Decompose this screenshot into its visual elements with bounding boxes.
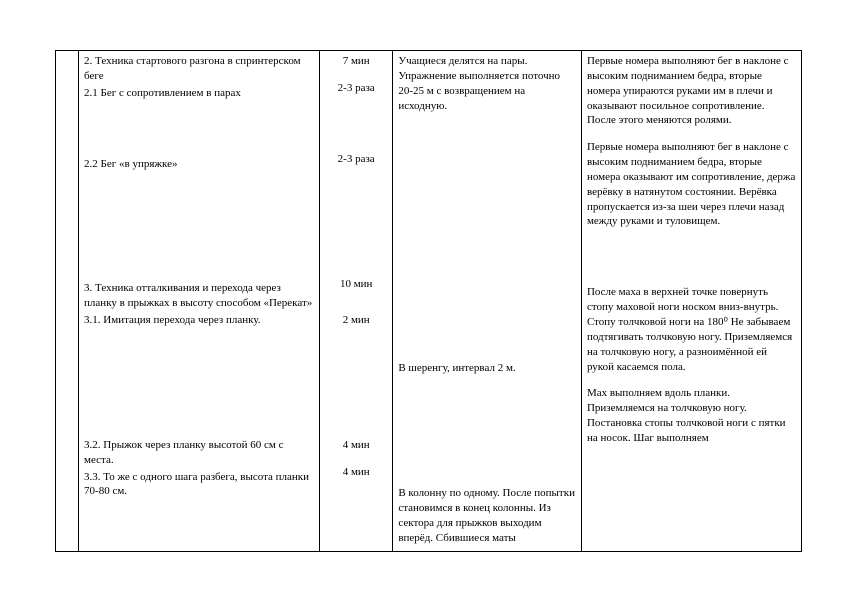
spacer (325, 98, 387, 152)
spacer (398, 351, 576, 361)
spacer (398, 223, 576, 277)
text-block: 4 мин (325, 438, 387, 453)
cell-notes: Первые номера выполняют бег в наклоне с … (581, 51, 801, 552)
text-block: Первые номера выполняют бег в наклоне с … (587, 54, 796, 128)
spacer (587, 376, 796, 386)
text-block: Мах выполняем вдоль планки. Приземляемся… (587, 386, 796, 445)
text-block: 3.2. Прыжок через планку высотой 60 см с… (84, 438, 314, 468)
text-block: 2 мин (325, 313, 387, 328)
text-block: 2.1 Бег с сопротивлением в парах (84, 86, 314, 101)
spacer (325, 384, 387, 438)
text-block: 10 мин (325, 277, 387, 292)
spacer (84, 330, 314, 384)
document-page: 2. Техника стартового разгона в спринтер… (0, 0, 842, 592)
text-block: В шеренгу, интервал 2 м. (398, 361, 576, 376)
spacer (325, 71, 387, 81)
spacer (325, 330, 387, 384)
text-block: 2. Техника стартового разгона в спринтер… (84, 54, 314, 84)
text-block: 3. Техника отталкивания и перехода через… (84, 281, 314, 311)
spacer (587, 231, 796, 285)
spacer (84, 227, 314, 281)
text-block: 2-3 раза (325, 152, 387, 167)
text-block: 4 мин (325, 465, 387, 480)
table-row: 2. Техника стартового разгона в спринтер… (56, 51, 802, 552)
spacer (325, 455, 387, 465)
spacer (84, 103, 314, 157)
spacer (398, 331, 576, 341)
spacer (325, 223, 387, 277)
text-block: Первые номера выполняют бег в наклоне с … (587, 140, 796, 229)
cell-number (56, 51, 79, 552)
cell-exercise: 2. Техника стартового разгона в спринтер… (79, 51, 320, 552)
spacer (84, 173, 314, 227)
cell-method: Учащиеся делятся на пары. Упражнение вып… (393, 51, 582, 552)
text-block: В колонну по одному. После попытки стано… (398, 486, 576, 545)
spacer (398, 115, 576, 169)
spacer (587, 130, 796, 140)
spacer (325, 293, 387, 303)
spacer (398, 341, 576, 351)
text-block: 7 мин (325, 54, 387, 69)
text-block: После маха в верхней точке повернуть сто… (587, 285, 796, 374)
text-block: 3.3. То же с одного шага разбега, высота… (84, 470, 314, 500)
text-block: 3.1. Имитация перехода через планку. (84, 313, 314, 328)
text-block: 2.2 Бег «в упряжке» (84, 157, 314, 172)
text-block: 2-3 раза (325, 81, 387, 96)
spacer (398, 432, 576, 486)
spacer (325, 169, 387, 223)
spacer (84, 384, 314, 438)
spacer (398, 378, 576, 432)
lesson-plan-table: 2. Техника стартового разгона в спринтер… (55, 50, 802, 552)
spacer (398, 277, 576, 331)
text-block: Учащиеся делятся на пары. Упражнение вып… (398, 54, 576, 113)
spacer (398, 169, 576, 223)
spacer (325, 303, 387, 313)
cell-dosage: 7 мин 2-3 раза 2-3 раза 10 мин 2 мин 4 мин 4 м… (320, 51, 393, 552)
